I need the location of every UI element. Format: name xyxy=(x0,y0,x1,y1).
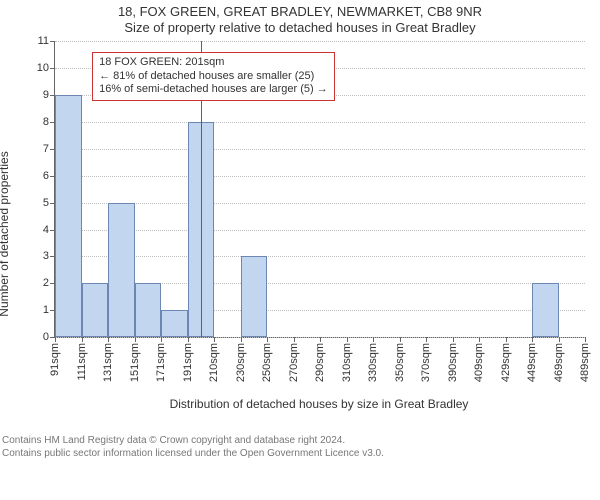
grid-line xyxy=(55,122,585,123)
x-tick-label: 390sqm xyxy=(447,343,459,382)
x-tick-mark xyxy=(294,337,295,342)
x-tick-mark xyxy=(214,337,215,342)
x-tick-mark xyxy=(161,337,162,342)
x-tick-mark xyxy=(267,337,268,342)
histogram-bar xyxy=(532,283,559,337)
y-tick-mark xyxy=(50,41,55,42)
y-tick-label: 2 xyxy=(43,277,49,289)
x-tick-label: 210sqm xyxy=(208,343,220,382)
footer-line-1: Contains HM Land Registry data © Crown c… xyxy=(2,435,598,448)
x-tick-label: 409sqm xyxy=(473,343,485,382)
x-tick-mark xyxy=(479,337,480,342)
x-tick-label: 131sqm xyxy=(102,343,114,382)
x-tick-label: 469sqm xyxy=(553,343,565,382)
x-tick-label: 250sqm xyxy=(261,343,273,382)
x-tick-label: 151sqm xyxy=(129,343,141,382)
y-tick-label: 10 xyxy=(37,62,49,74)
x-tick-mark xyxy=(426,337,427,342)
chart-area: Number of detached properties 0123456789… xyxy=(0,35,600,433)
x-tick-mark xyxy=(506,337,507,342)
y-tick-label: 6 xyxy=(43,170,49,182)
x-tick-label: 111sqm xyxy=(76,343,88,381)
x-tick-label: 489sqm xyxy=(579,343,591,382)
x-axis-label: Distribution of detached houses by size … xyxy=(54,397,584,411)
x-tick-label: 91sqm xyxy=(49,343,61,376)
y-tick-label: 0 xyxy=(43,331,49,343)
histogram-bar xyxy=(241,256,268,337)
histogram-bar xyxy=(161,310,188,337)
y-tick-label: 7 xyxy=(43,143,49,155)
histogram-bar xyxy=(55,95,82,337)
grid-line xyxy=(55,203,585,204)
x-tick-mark xyxy=(108,337,109,342)
annotation-line: ← 81% of detached houses are smaller (25… xyxy=(99,70,328,84)
x-tick-mark xyxy=(135,337,136,342)
x-tick-label: 350sqm xyxy=(394,343,406,382)
y-tick-label: 3 xyxy=(43,250,49,262)
annotation-line: 16% of semi-detached houses are larger (… xyxy=(99,83,328,97)
x-tick-label: 191sqm xyxy=(182,343,194,382)
x-tick-mark xyxy=(559,337,560,342)
x-tick-label: 330sqm xyxy=(367,343,379,382)
x-tick-mark xyxy=(532,337,533,342)
grid-line xyxy=(55,149,585,150)
chart-titles: 18, FOX GREEN, GREAT BRADLEY, NEWMARKET,… xyxy=(0,0,600,35)
histogram-bar xyxy=(108,203,135,338)
x-tick-label: 449sqm xyxy=(526,343,538,382)
x-tick-mark xyxy=(320,337,321,342)
y-tick-label: 1 xyxy=(43,304,49,316)
y-tick-label: 8 xyxy=(43,116,49,128)
grid-line xyxy=(55,230,585,231)
x-tick-mark xyxy=(188,337,189,342)
y-tick-label: 5 xyxy=(43,197,49,209)
x-tick-mark xyxy=(82,337,83,342)
y-axis-label: Number of detached properties xyxy=(0,151,11,316)
chart-title-main: 18, FOX GREEN, GREAT BRADLEY, NEWMARKET,… xyxy=(0,4,600,20)
x-tick-label: 370sqm xyxy=(420,343,432,382)
x-tick-mark xyxy=(55,337,56,342)
grid-line xyxy=(55,256,585,257)
x-tick-mark xyxy=(585,337,586,342)
x-tick-mark xyxy=(400,337,401,342)
y-tick-label: 11 xyxy=(38,35,49,47)
annotation-line: 18 FOX GREEN: 201sqm xyxy=(99,56,328,70)
x-tick-mark xyxy=(453,337,454,342)
histogram-bar xyxy=(82,283,109,337)
x-tick-mark xyxy=(241,337,242,342)
x-tick-mark xyxy=(373,337,374,342)
plot-area: 0123456789101191sqm111sqm131sqm151sqm171… xyxy=(54,41,585,338)
x-tick-label: 171sqm xyxy=(155,343,167,382)
x-tick-label: 230sqm xyxy=(235,343,247,382)
y-tick-mark xyxy=(50,68,55,69)
x-tick-label: 310sqm xyxy=(341,343,353,382)
histogram-bar xyxy=(135,283,162,337)
x-tick-label: 429sqm xyxy=(500,343,512,382)
x-tick-label: 290sqm xyxy=(314,343,326,382)
y-tick-label: 9 xyxy=(43,89,49,101)
attribution-footer: Contains HM Land Registry data © Crown c… xyxy=(0,433,600,464)
x-tick-label: 270sqm xyxy=(288,343,300,382)
x-tick-mark xyxy=(347,337,348,342)
footer-line-2: Contains public sector information licen… xyxy=(2,448,598,461)
y-tick-label: 4 xyxy=(43,224,49,236)
grid-line xyxy=(55,41,585,42)
grid-line xyxy=(55,176,585,177)
annotation-box: 18 FOX GREEN: 201sqm← 81% of detached ho… xyxy=(92,52,335,101)
chart-title-sub: Size of property relative to detached ho… xyxy=(0,20,600,36)
